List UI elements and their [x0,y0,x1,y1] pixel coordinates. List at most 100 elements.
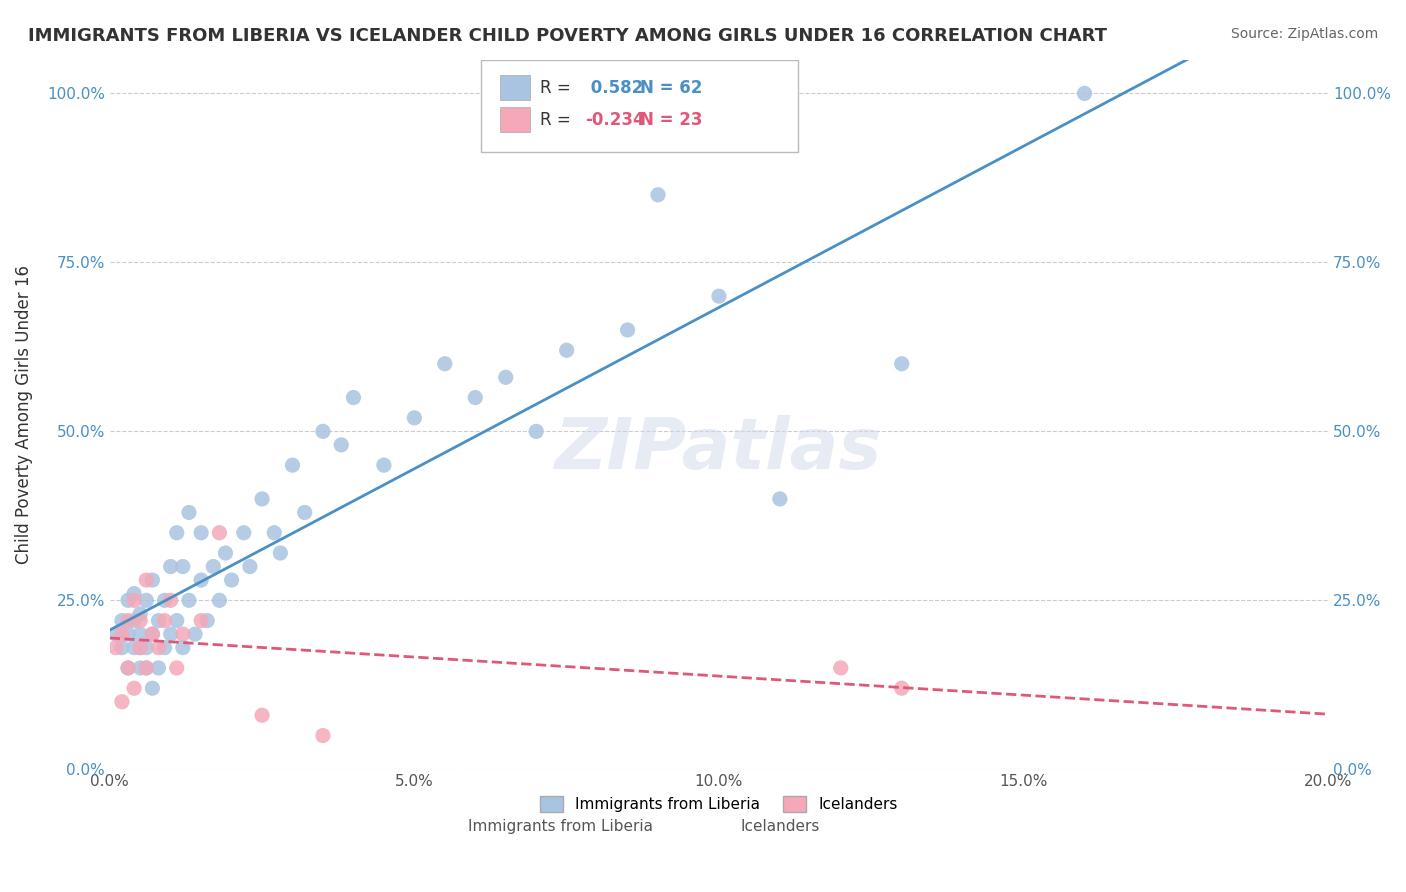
Point [177,593,200,607]
Point [117,661,139,675]
Point [830,661,852,675]
Text: ZIPatlas: ZIPatlas [555,416,883,484]
Point [250,491,273,506]
Point [129,640,152,655]
Point [890,357,912,371]
Point [141,573,163,587]
Point [148,640,170,655]
Point [195,614,218,628]
Point [208,525,231,540]
Point [202,559,225,574]
Point [129,627,152,641]
Point [117,614,139,628]
Point [221,573,243,587]
Point [312,729,335,743]
Point [177,506,200,520]
Point [135,661,157,675]
Point [129,614,152,628]
Point [129,607,152,621]
Point [117,661,139,675]
Point [111,627,134,641]
Point [153,593,176,607]
Point [232,525,254,540]
Point [707,289,730,303]
Text: IMMIGRANTS FROM LIBERIA VS ICELANDER CHILD POVERTY AMONG GIRLS UNDER 16 CORRELAT: IMMIGRANTS FROM LIBERIA VS ICELANDER CHI… [28,27,1107,45]
Point [342,391,364,405]
Point [111,640,134,655]
Text: N = 62: N = 62 [640,79,702,97]
Point [117,627,139,641]
Text: R =: R = [540,111,576,129]
Point [172,627,194,641]
Point [647,187,669,202]
Point [166,661,188,675]
Point [122,681,145,696]
FancyBboxPatch shape [499,75,530,100]
Point [129,640,152,655]
Point [159,559,181,574]
Point [294,506,316,520]
Point [769,491,792,506]
Point [122,640,145,655]
Point [464,391,486,405]
Point [141,627,163,641]
Point [190,573,212,587]
Point [135,661,157,675]
Text: N = 23: N = 23 [640,111,702,129]
Point [135,640,157,655]
Point [172,559,194,574]
Y-axis label: Child Poverty Among Girls Under 16: Child Poverty Among Girls Under 16 [15,265,32,564]
Point [141,681,163,696]
Point [263,525,285,540]
Point [312,425,335,439]
Point [373,458,395,472]
Point [135,593,157,607]
Point [404,410,426,425]
Point [172,640,194,655]
Point [129,661,152,675]
Text: -0.234: -0.234 [585,111,644,129]
Point [281,458,304,472]
Point [208,593,231,607]
Point [111,695,134,709]
Point [166,614,188,628]
Legend: Immigrants from Liberia, Icelanders: Immigrants from Liberia, Icelanders [534,790,904,819]
Point [433,357,456,371]
Point [250,708,273,723]
Point [184,627,207,641]
Point [524,425,547,439]
Text: Immigrants from Liberia: Immigrants from Liberia [468,819,652,834]
Point [148,614,170,628]
Point [104,640,127,655]
Point [555,343,578,358]
Text: Icelanders: Icelanders [740,819,820,834]
Point [153,614,176,628]
Text: 0.582: 0.582 [585,79,643,97]
Point [239,559,262,574]
Point [190,525,212,540]
Point [122,614,145,628]
Point [104,627,127,641]
Point [135,573,157,587]
Point [159,593,181,607]
Point [214,546,236,560]
Point [117,593,139,607]
Point [148,661,170,675]
Point [141,627,163,641]
Point [495,370,517,384]
Point [159,627,181,641]
Point [890,681,912,696]
Point [330,438,353,452]
Point [1073,87,1095,101]
Point [190,614,212,628]
Point [153,640,176,655]
Point [122,586,145,600]
Point [269,546,291,560]
Point [122,593,145,607]
Point [616,323,638,337]
FancyBboxPatch shape [481,60,799,152]
Point [166,525,188,540]
Text: Source: ZipAtlas.com: Source: ZipAtlas.com [1230,27,1378,41]
Text: R =: R = [540,79,576,97]
FancyBboxPatch shape [499,107,530,132]
